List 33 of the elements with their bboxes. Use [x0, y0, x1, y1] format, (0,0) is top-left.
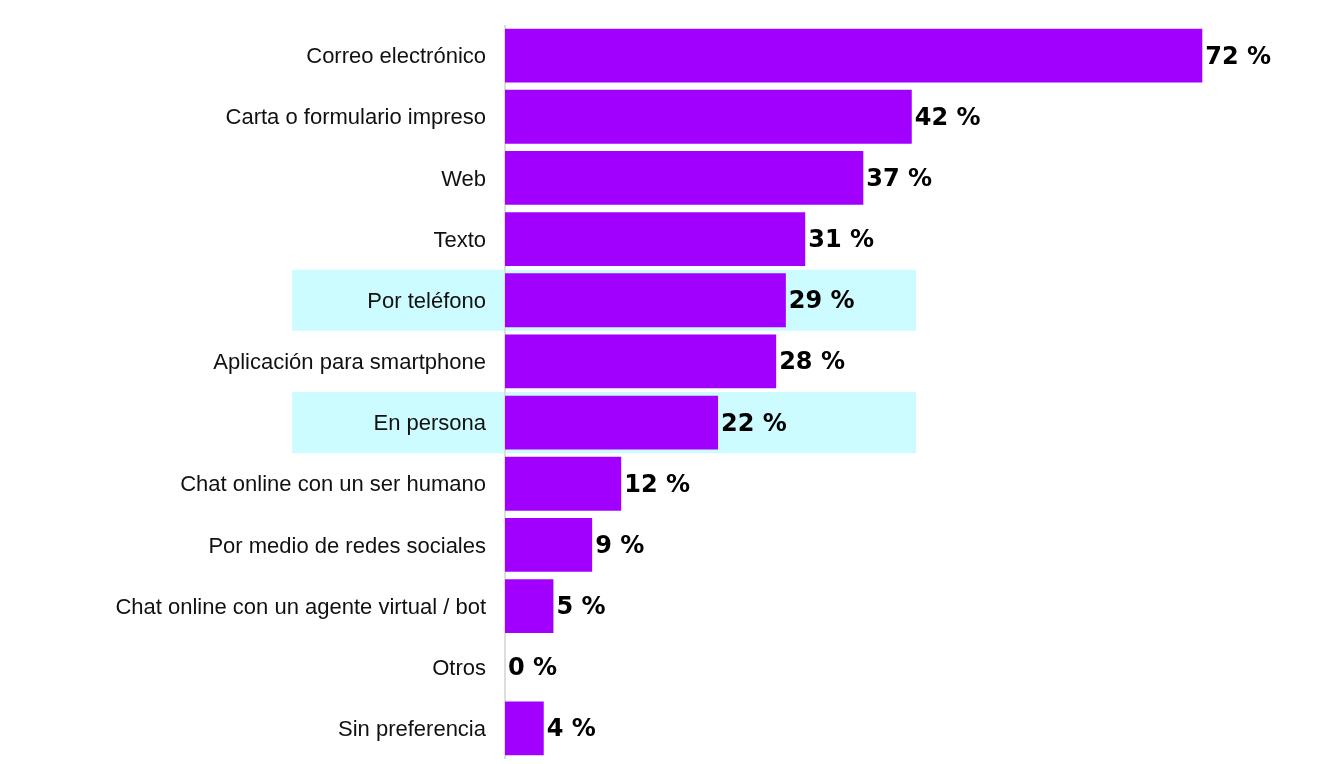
y-tick-label: Carta o formulario impreso — [225, 104, 486, 130]
data-label: 31 % — [808, 225, 875, 254]
y-tick-label: Chat online con un agente virtual / bot — [115, 593, 486, 619]
data-label: 4 % — [546, 714, 596, 743]
y-tick-label: Sin preferencia — [338, 716, 487, 742]
data-label: 42 % — [914, 102, 981, 131]
data-label: 37 % — [866, 163, 933, 192]
data-label: 12 % — [624, 469, 691, 498]
y-tick-label: En persona — [373, 410, 487, 436]
y-tick-label: Aplicación para smartphone — [213, 349, 486, 375]
bar — [505, 89, 912, 144]
data-label: 72 % — [1205, 41, 1272, 70]
bar — [505, 456, 622, 511]
y-tick-label: Web — [441, 165, 486, 191]
y-tick-label: Texto — [433, 226, 486, 252]
bar — [505, 28, 1203, 83]
data-label: 22 % — [721, 408, 787, 437]
y-tick-label: Por teléfono — [367, 287, 486, 313]
bar — [505, 518, 593, 572]
bar — [505, 151, 864, 205]
bar — [505, 334, 777, 389]
data-label: 28 % — [779, 347, 845, 376]
bar — [505, 212, 806, 266]
data-label: 29 % — [788, 286, 855, 315]
data-label: 9 % — [595, 530, 645, 559]
data-label: 5 % — [556, 592, 606, 621]
y-tick-label: Correo electrónico — [306, 43, 486, 69]
y-tick-label: Otros — [432, 654, 486, 680]
data-label: 0 % — [508, 653, 558, 682]
y-tick-label: Chat online con un ser humano — [180, 471, 486, 497]
y-tick-label: Por medio de redes sociales — [208, 532, 486, 558]
bar — [505, 579, 554, 633]
bar — [505, 701, 544, 756]
